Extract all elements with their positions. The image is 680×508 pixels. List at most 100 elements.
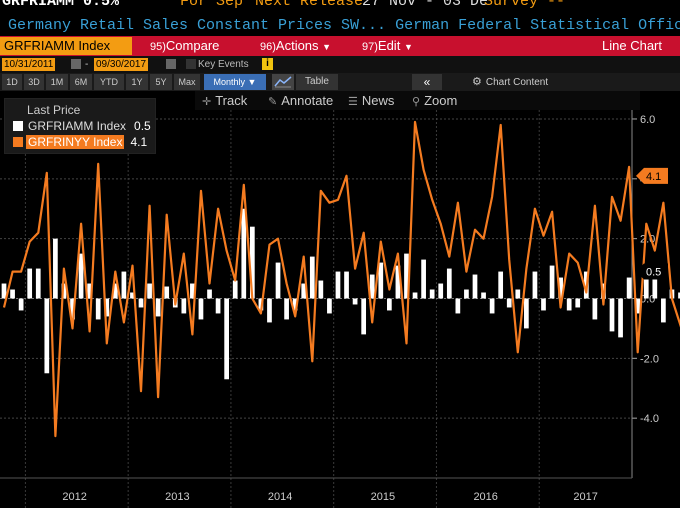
ticker-input[interactable]: GRFRIAMM Index bbox=[0, 37, 132, 55]
bar-mark bbox=[35, 268, 41, 299]
chart-area[interactable]: 2012201320142015201620176.04.02.00.0-2.0… bbox=[0, 110, 680, 508]
calendar-icon[interactable] bbox=[71, 59, 81, 69]
bar-mark bbox=[147, 283, 152, 299]
legend-title: Last Price bbox=[27, 103, 81, 117]
news-icon: ☰ bbox=[348, 96, 358, 108]
bar-mark bbox=[104, 298, 110, 317]
last-value-tag-grfriamm: 0.5 bbox=[646, 267, 661, 279]
bar-mark bbox=[626, 277, 632, 299]
period-select[interactable]: Monthly ▼ bbox=[204, 74, 266, 90]
security-description: Germany Retail Sales Constant Prices SW.… bbox=[0, 17, 680, 36]
range-1m[interactable]: 1M bbox=[46, 74, 68, 90]
bar-mark bbox=[566, 298, 572, 311]
bar-mark bbox=[369, 274, 375, 299]
bar-mark bbox=[386, 298, 392, 311]
bar-mark bbox=[575, 298, 581, 308]
bar-mark bbox=[130, 292, 135, 299]
pencil-icon: ✎ bbox=[268, 96, 278, 108]
range-max[interactable]: Max bbox=[174, 74, 200, 90]
bar-mark bbox=[181, 298, 187, 314]
actions-menu[interactable]: 96)Actions ▼ bbox=[260, 38, 332, 53]
bar-mark bbox=[498, 271, 504, 299]
zoom-button[interactable]: ⚲ Zoom bbox=[412, 93, 458, 108]
bar-mark bbox=[618, 298, 623, 338]
last-value-tag-grfriamm-bg bbox=[636, 263, 668, 280]
table-button[interactable]: Table bbox=[296, 74, 338, 90]
bar-mark bbox=[335, 271, 341, 299]
bar-mark bbox=[224, 298, 230, 380]
compare-menu[interactable]: 95)Compare bbox=[150, 38, 220, 53]
bar-mark bbox=[541, 298, 546, 311]
bar-mark bbox=[241, 208, 247, 299]
start-date-input[interactable]: 10/31/2011 bbox=[2, 58, 56, 71]
news-button[interactable]: ☰ News bbox=[348, 93, 395, 108]
bar-mark bbox=[446, 268, 452, 299]
bar-mark bbox=[27, 268, 33, 299]
bar-mark bbox=[318, 280, 324, 299]
bar-mark bbox=[361, 298, 367, 335]
next-release-value: 27 Nov - 03 De bbox=[362, 0, 489, 10]
legend-swatch bbox=[13, 121, 23, 131]
next-release-label: Next Release bbox=[255, 0, 364, 10]
bar-mark bbox=[464, 289, 469, 299]
range-5y[interactable]: 5Y bbox=[150, 74, 172, 90]
bar-mark bbox=[438, 283, 444, 299]
chart-type-label[interactable]: Line Chart bbox=[602, 38, 662, 53]
track-button[interactable]: ✛ Track bbox=[202, 93, 248, 108]
line-chart-icon[interactable] bbox=[272, 74, 294, 90]
bar-mark bbox=[412, 292, 418, 299]
edit-menu[interactable]: 97)Edit ▼ bbox=[362, 38, 413, 53]
survey-label: Survey -- bbox=[484, 0, 566, 10]
key-events-checkbox[interactable] bbox=[186, 59, 196, 69]
chevron-down-icon: ▼ bbox=[247, 77, 257, 87]
x-tick-label: 2015 bbox=[371, 491, 395, 503]
annotate-button[interactable]: ✎ Annotate bbox=[268, 93, 334, 108]
bar-mark bbox=[70, 298, 75, 320]
bar-mark bbox=[635, 298, 641, 314]
range-3d[interactable]: 3D bbox=[24, 74, 44, 90]
chart-tools-bar bbox=[195, 91, 640, 110]
bar-mark bbox=[258, 298, 264, 311]
bar-mark bbox=[292, 298, 298, 311]
end-date-input[interactable]: 09/30/2017 bbox=[94, 58, 149, 71]
bar-mark bbox=[284, 298, 289, 320]
chart-content-button[interactable]: ⚙ Chart Content bbox=[472, 76, 549, 88]
bar-mark bbox=[515, 289, 521, 299]
y-tick-label: 0.0 bbox=[640, 293, 655, 305]
bar-mark bbox=[344, 271, 349, 299]
bar-mark bbox=[678, 292, 680, 299]
info-icon[interactable]: i bbox=[262, 58, 273, 70]
header-row: GRFRIAMM 0.5% For Sep Next Release 27 No… bbox=[0, 0, 680, 18]
bar-mark bbox=[190, 283, 195, 299]
function-bar bbox=[0, 36, 680, 56]
collapse-icon[interactable]: « bbox=[412, 74, 442, 90]
bar-mark bbox=[18, 298, 24, 311]
range-1y[interactable]: 1Y bbox=[126, 74, 148, 90]
line-chart-icon-glyph bbox=[274, 76, 292, 88]
chevron-down-icon: ▼ bbox=[322, 42, 332, 52]
bar-mark bbox=[592, 298, 598, 320]
chart-legend: Last Price GRFRIAMM Index 0.5 GRFRINYY In… bbox=[4, 98, 156, 154]
bar-mark bbox=[643, 277, 649, 299]
range-ytd[interactable]: YTD bbox=[94, 74, 124, 90]
calendar-icon[interactable] bbox=[166, 59, 176, 69]
bar-mark bbox=[661, 298, 666, 323]
date-dash: - bbox=[85, 59, 89, 70]
gear-icon: ⚙ bbox=[472, 76, 482, 88]
range-1d[interactable]: 1D bbox=[2, 74, 22, 90]
legend-item-grfrinyy[interactable]: GRFRINYY Index 4.1 bbox=[13, 135, 147, 149]
x-tick-label: 2014 bbox=[268, 491, 292, 503]
ticker-price: GRFRIAMM 0.5% bbox=[2, 0, 120, 10]
bar-mark bbox=[327, 298, 332, 314]
bar-mark bbox=[455, 298, 461, 314]
bar-mark bbox=[489, 298, 495, 314]
x-tick-label: 2017 bbox=[573, 491, 597, 503]
bar-mark bbox=[309, 256, 315, 299]
bar-mark bbox=[352, 298, 358, 305]
bar-mark bbox=[53, 238, 58, 299]
bar-mark bbox=[472, 274, 478, 299]
bar-mark bbox=[112, 283, 118, 299]
range-6m[interactable]: 6M bbox=[70, 74, 92, 90]
legend-item-grfriamm[interactable]: GRFRIAMM Index 0.5 bbox=[13, 119, 151, 133]
bar-mark bbox=[301, 283, 307, 299]
